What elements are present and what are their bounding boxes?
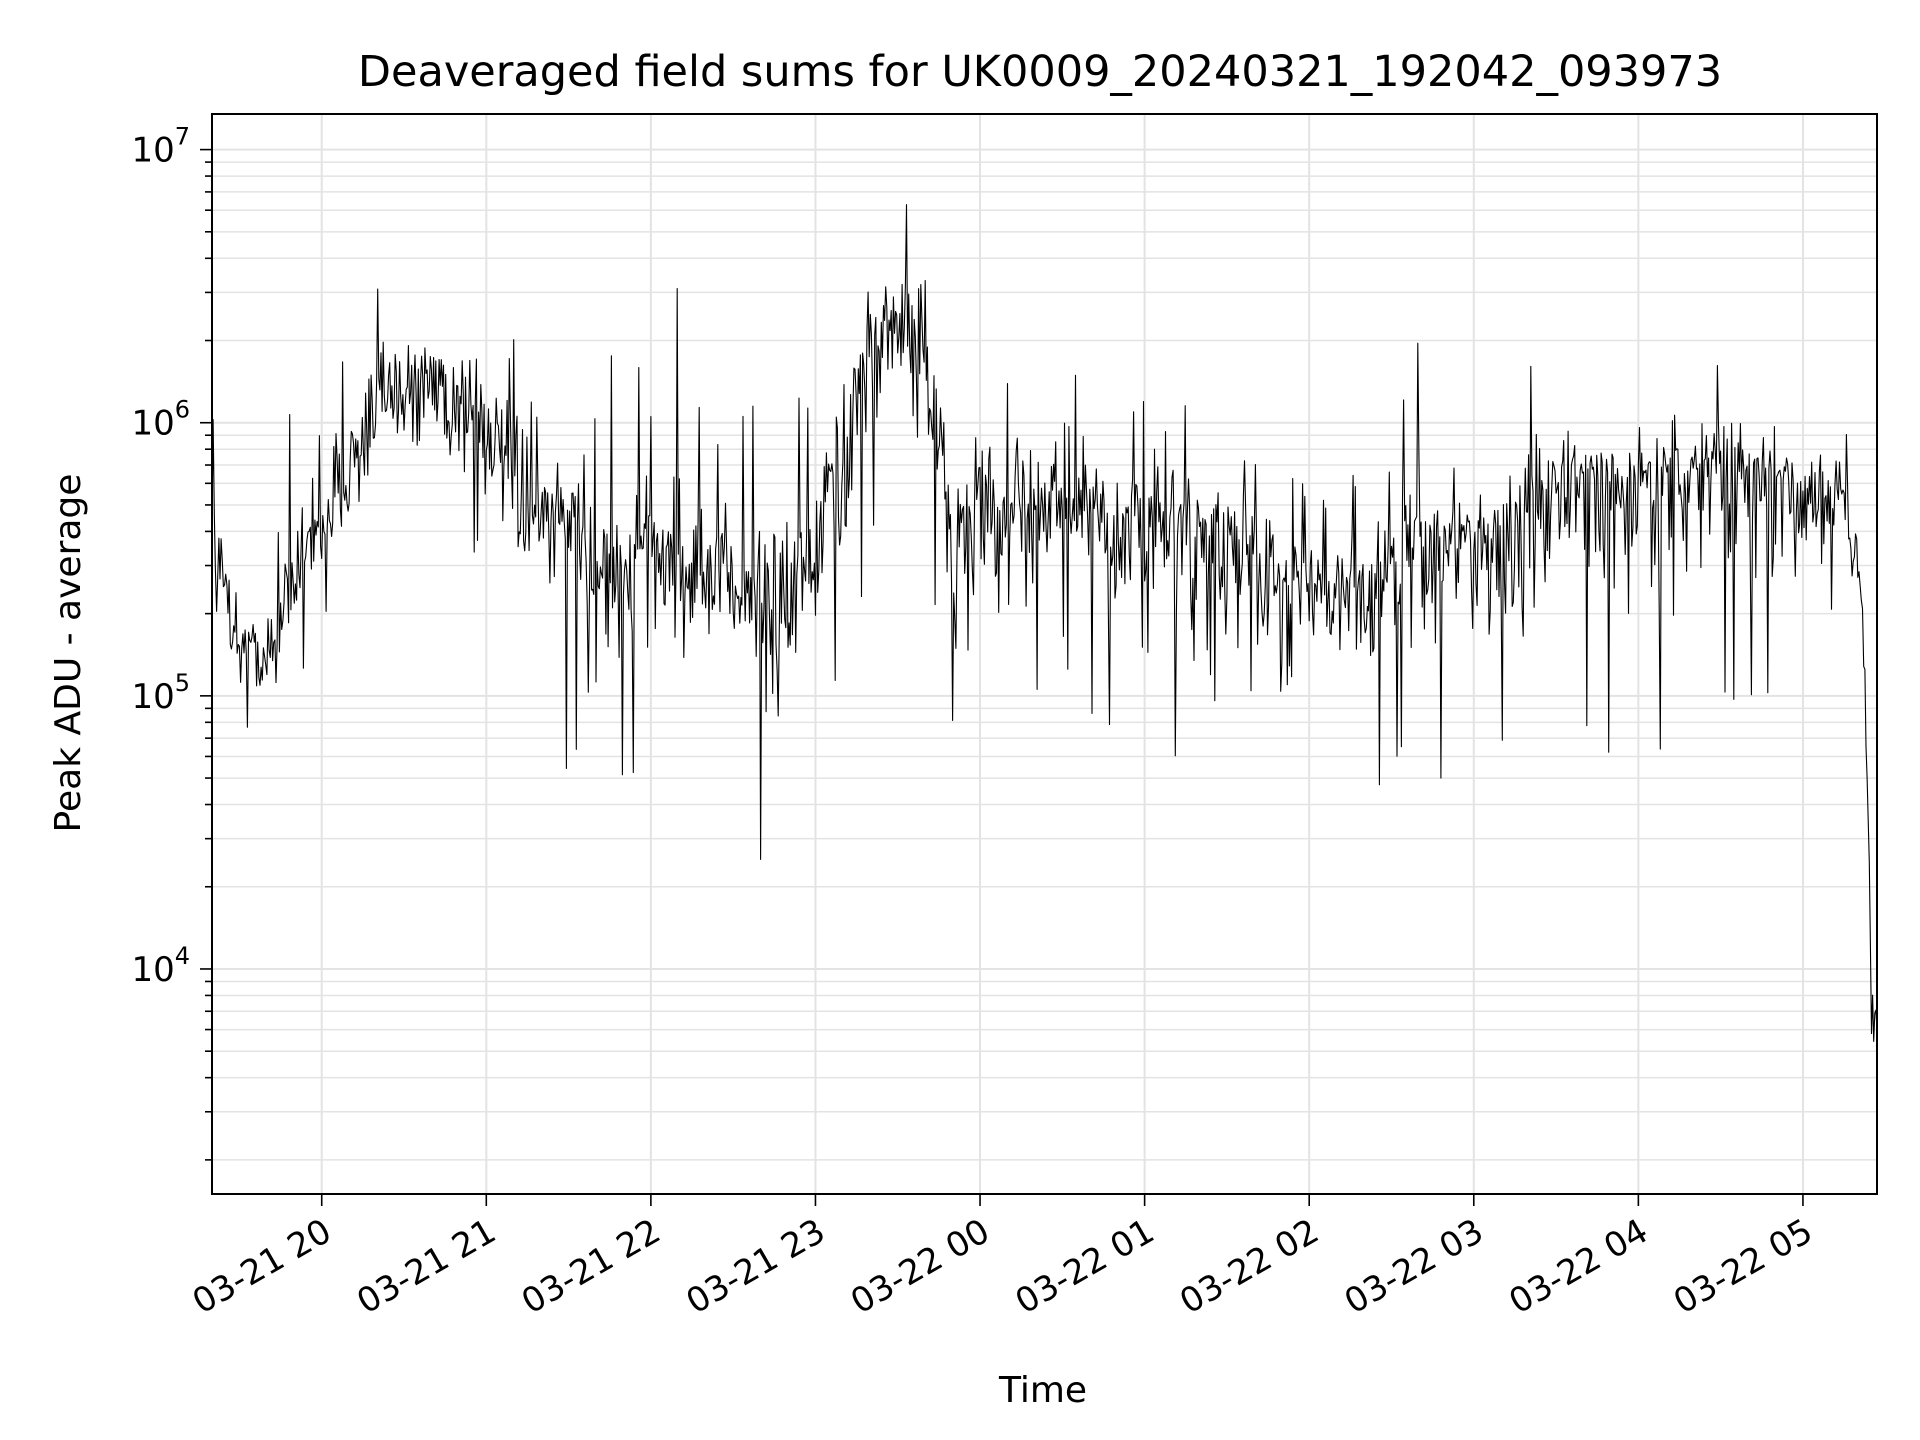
y-axis-label: Peak ADU - average <box>48 474 89 833</box>
y-tick-label: 106 <box>131 396 190 444</box>
series-line <box>211 204 1878 1042</box>
x-axis-label: Time <box>998 1370 1087 1411</box>
plot-area <box>211 204 1878 1042</box>
chart-title: Deaveraged field sums for UK0009_2024032… <box>358 47 1722 97</box>
plot-frame <box>211 113 1878 1195</box>
